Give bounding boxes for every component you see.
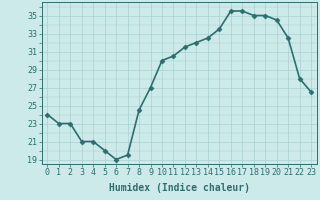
X-axis label: Humidex (Indice chaleur): Humidex (Indice chaleur)	[109, 183, 250, 193]
